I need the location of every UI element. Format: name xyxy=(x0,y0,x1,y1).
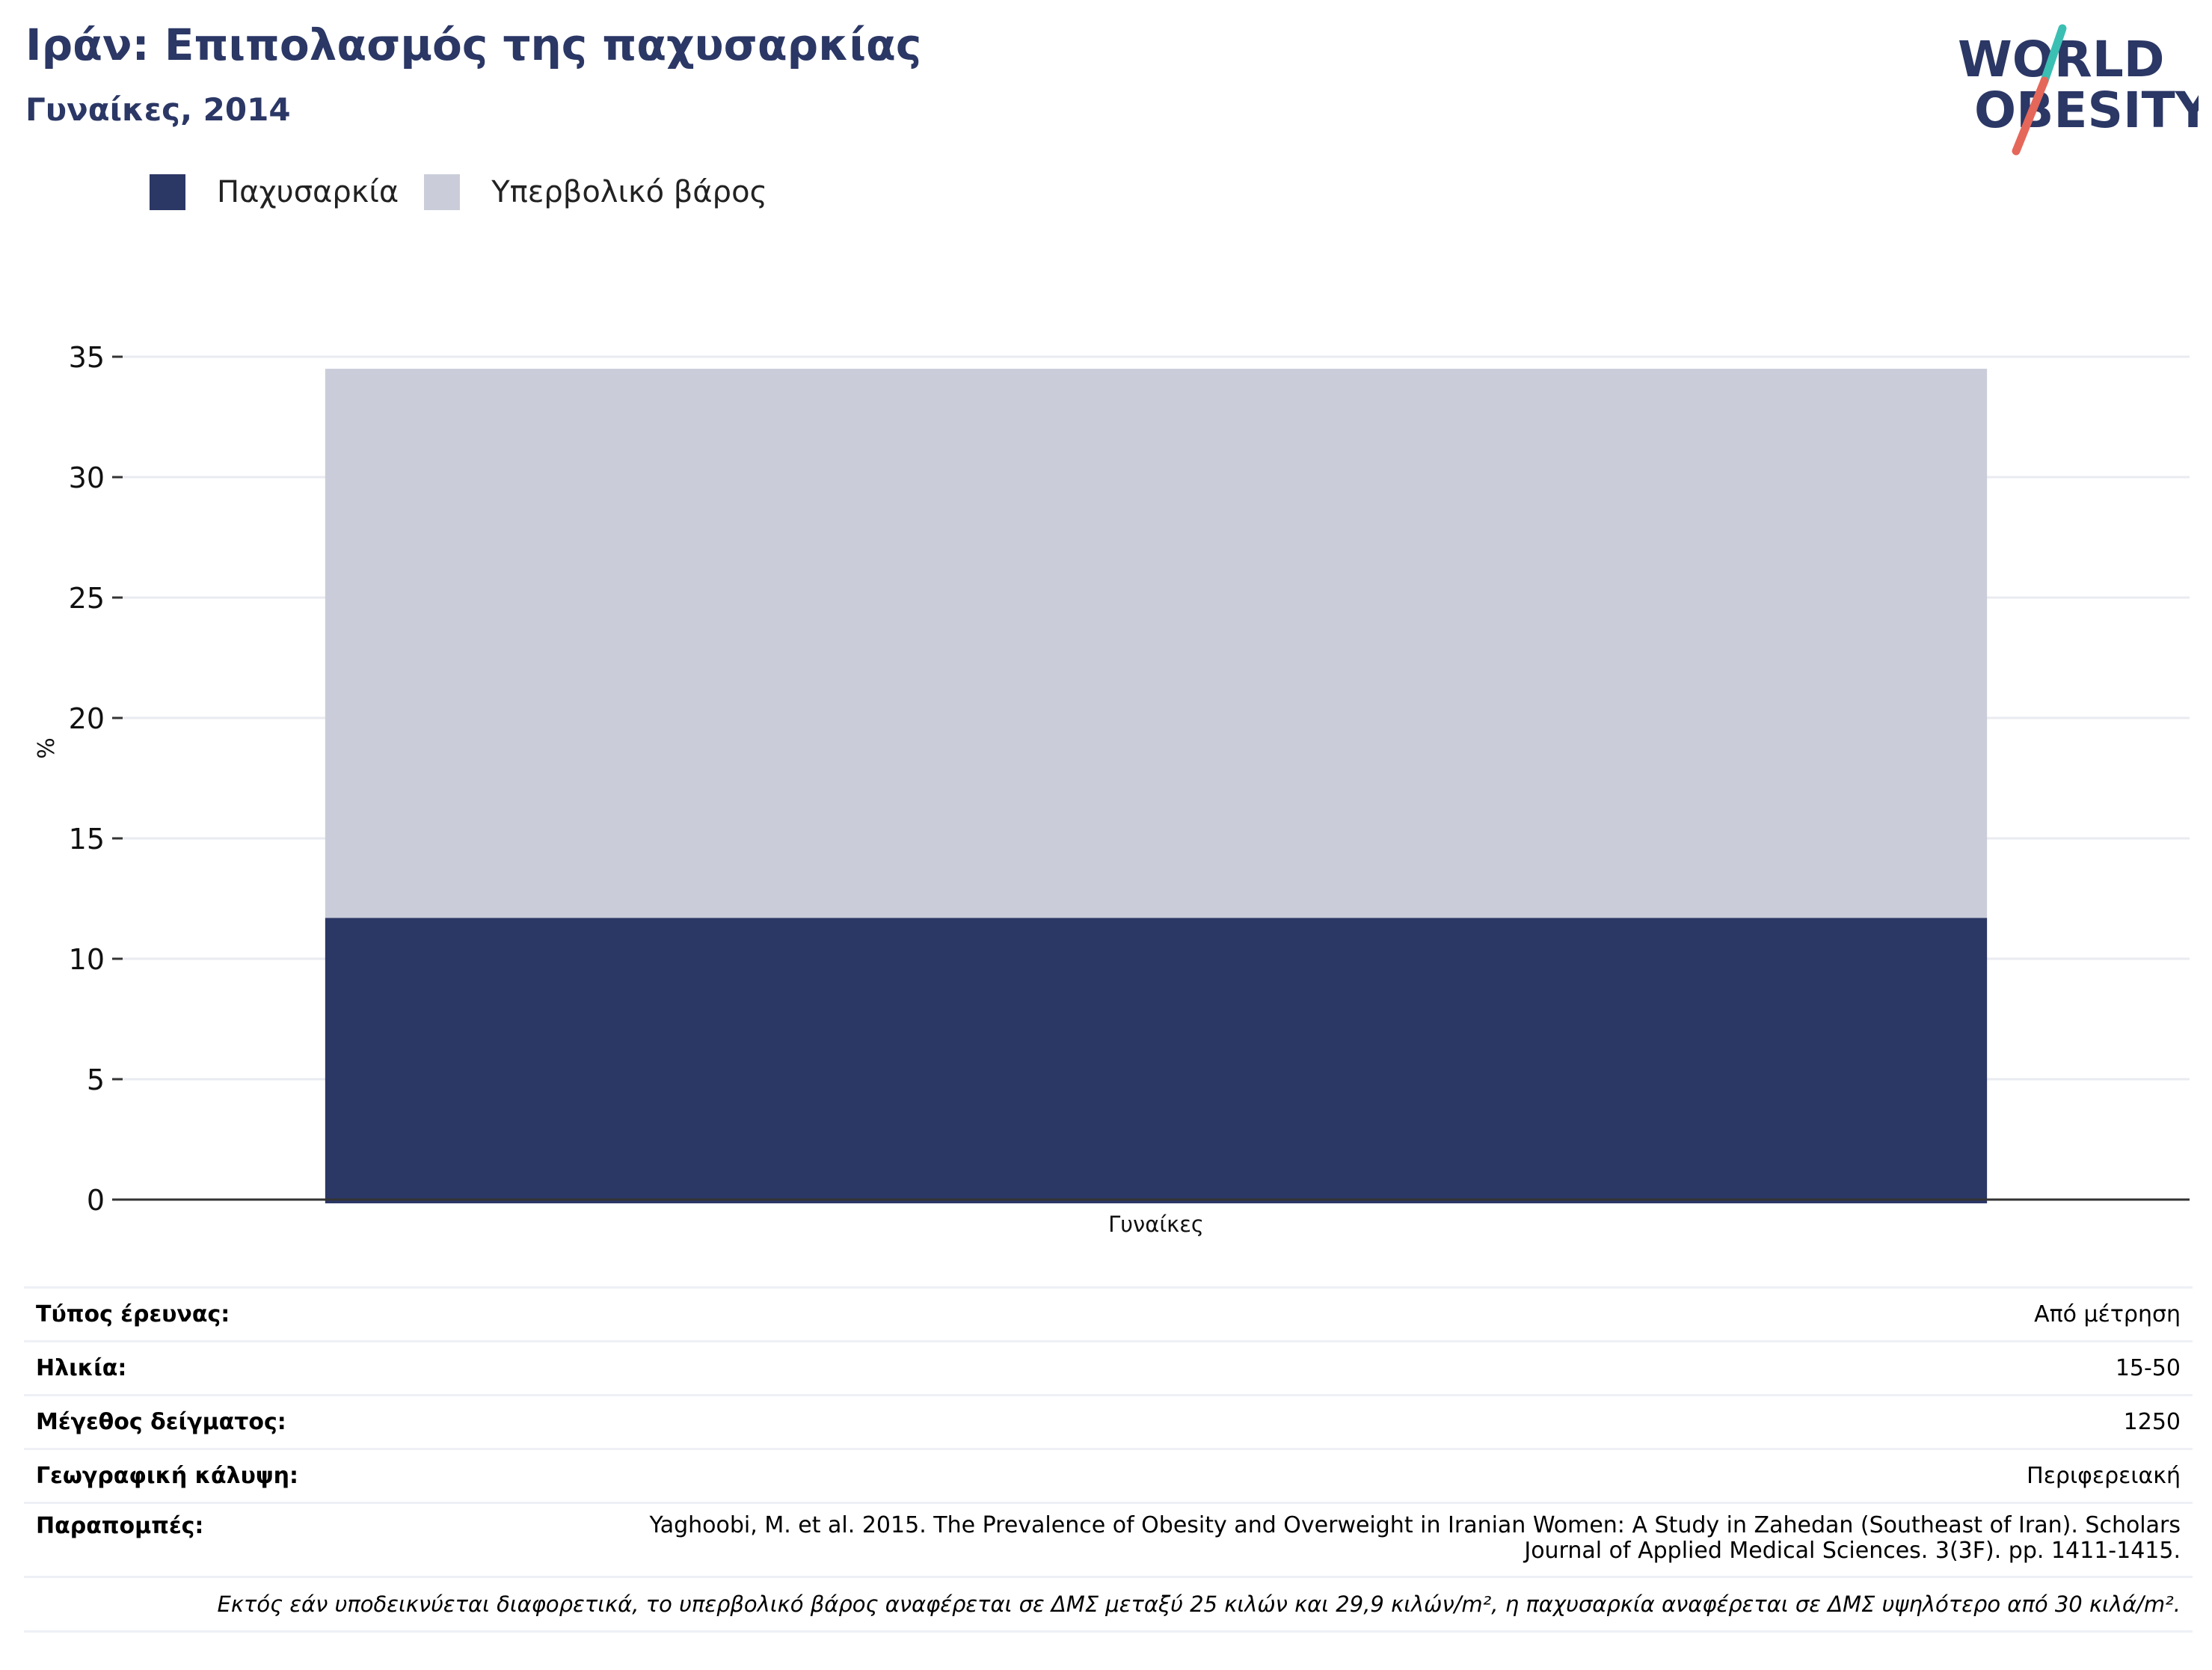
meta-row-references: Παραπομπές: Yaghoobi, M. et al. 2015. Th… xyxy=(24,1502,2193,1576)
y-tick-label: 0 xyxy=(87,1184,105,1217)
stacked-bar-chart: 0 5 10 15 20 25 30 35% Γυναίκες xyxy=(34,341,2190,1237)
legend-swatch-obesity xyxy=(150,174,185,210)
meta-value: Από μέτρηση xyxy=(2034,1301,2181,1327)
legend-item-obesity[interactable]: Παχυσαρκία xyxy=(150,174,399,210)
legend-label-overweight: Υπερβολικό βάρος xyxy=(491,175,768,209)
meta-row-geographic-coverage: Γεωγραφική κάλυψη: Περιφερειακή xyxy=(24,1448,2193,1502)
y-tick-label: 35 xyxy=(69,341,105,374)
meta-label: Γεωγραφική κάλυψη: xyxy=(36,1463,299,1489)
meta-row-age: Ηλικία: 15-50 xyxy=(24,1340,2193,1394)
x-category-label: Γυναίκες xyxy=(1108,1212,1204,1237)
meta-value: 15-50 xyxy=(2115,1355,2181,1381)
bar-segment-obesity xyxy=(325,918,1988,1203)
world-obesity-logo: WORLD OBESITY xyxy=(1958,24,2199,156)
legend-swatch-overweight xyxy=(424,174,461,210)
logo-slash-teal xyxy=(2040,24,2067,85)
bar-segment-overweight xyxy=(325,369,1988,918)
y-tick-label: 20 xyxy=(69,702,105,735)
y-axis-label: % xyxy=(34,737,60,759)
meta-value: 1250 xyxy=(2123,1409,2181,1435)
meta-row-sample-size: Μέγεθος δείγματος: 1250 xyxy=(24,1394,2193,1448)
meta-value: Περιφερειακή xyxy=(2027,1463,2181,1489)
legend-label-obesity: Παχυσαρκία xyxy=(217,175,399,209)
logo-text-obesity: OBESITY xyxy=(1974,82,2199,139)
y-tick-label: 10 xyxy=(69,943,105,976)
definition-footnote: Εκτός εάν υποδεικνύεται διαφορετικά, το … xyxy=(24,1576,2193,1633)
logo-slash-coral xyxy=(2012,76,2049,156)
survey-metadata-table: Τύπος έρευνας: Από μέτρηση Ηλικία: 15-50… xyxy=(24,1286,2193,1633)
y-tick-label: 30 xyxy=(69,461,105,494)
chart-title: Ιράν: Επιπολασμός της παχυσαρκίας xyxy=(25,19,922,70)
meta-label: Μέγεθος δείγματος: xyxy=(36,1409,286,1435)
reference-citation: Yaghoobi, M. et al. 2015. The Prevalence… xyxy=(649,1512,2181,1564)
y-tick-label: 25 xyxy=(69,582,105,615)
meta-label: Παραπομπές: xyxy=(36,1513,204,1539)
meta-label: Ηλικία: xyxy=(36,1355,127,1381)
y-tick-label: 15 xyxy=(69,823,105,856)
chart-subtitle: Γυναίκες, 2014 xyxy=(25,91,291,128)
legend-item-overweight[interactable]: Υπερβολικό βάρος xyxy=(424,174,767,210)
y-tick-label: 5 xyxy=(87,1063,105,1096)
meta-label: Τύπος έρευνας: xyxy=(36,1301,230,1327)
meta-row-survey-type: Τύπος έρευνας: Από μέτρηση xyxy=(24,1286,2193,1340)
chart-legend: Παχυσαρκία Υπερβολικό βάρος xyxy=(150,174,793,211)
